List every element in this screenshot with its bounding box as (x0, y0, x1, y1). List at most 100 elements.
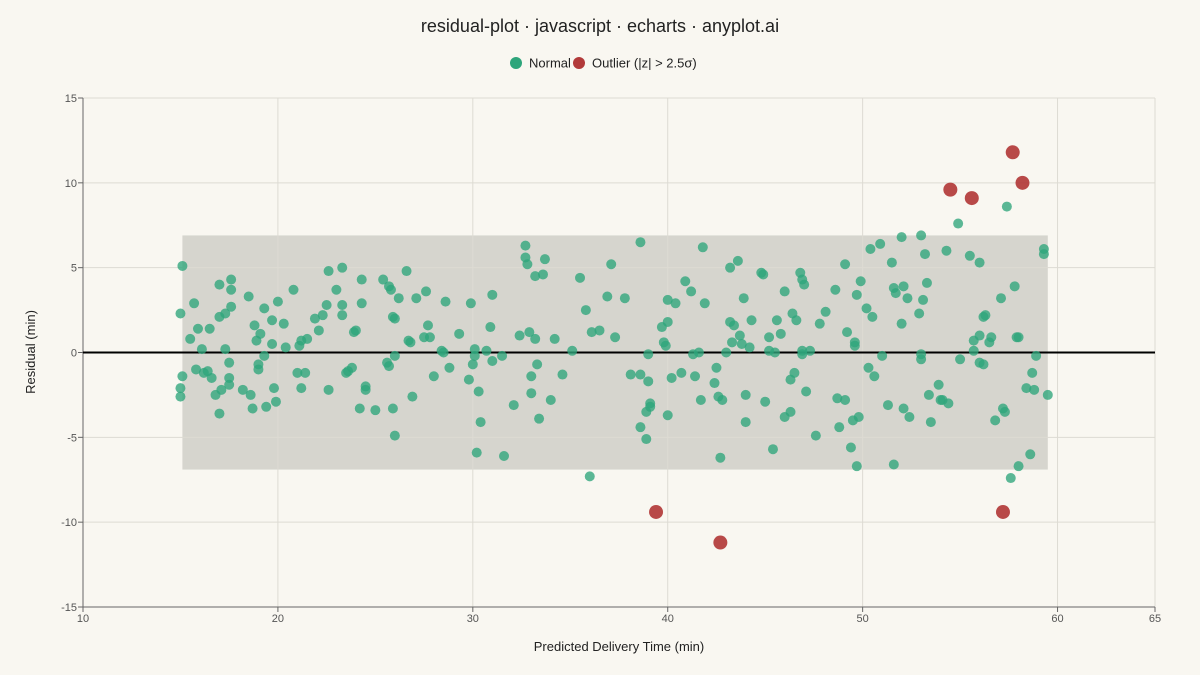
x-tick-label: 30 (467, 613, 479, 625)
normal-point (980, 310, 991, 321)
normal-point (356, 274, 367, 285)
normal-point (996, 293, 1007, 304)
normal-point (272, 296, 283, 307)
normal-point (791, 315, 802, 326)
normal-point (923, 389, 934, 400)
normal-point (259, 350, 270, 361)
normal-point (641, 434, 652, 445)
normal-point (717, 395, 728, 406)
normal-point (360, 384, 371, 395)
normal-point (356, 298, 367, 309)
normal-point (175, 383, 186, 394)
outlier-point (943, 182, 958, 197)
normal-point (842, 327, 853, 338)
y-tick-label: 5 (71, 263, 77, 275)
normal-point (497, 350, 508, 361)
normal-point (711, 362, 722, 373)
normal-point (744, 342, 755, 353)
normal-point (189, 298, 200, 309)
normal-point (775, 328, 786, 339)
normal-point (916, 354, 927, 365)
normal-point (986, 332, 997, 343)
normal-point (740, 389, 751, 400)
normal-point (606, 259, 617, 270)
normal-point (1005, 473, 1016, 484)
normal-point (898, 281, 909, 292)
normal-point (269, 383, 280, 394)
normal-point (797, 349, 808, 360)
normal-point (405, 337, 416, 348)
normal-point (309, 313, 320, 324)
normal-point (904, 411, 915, 422)
normal-point (526, 388, 537, 399)
normal-point (204, 323, 215, 334)
normal-point (758, 269, 769, 280)
normal-point (226, 301, 237, 312)
normal-point (662, 294, 673, 305)
normal-point (487, 289, 498, 300)
normal-point (771, 315, 782, 326)
legend: Normal Outlier (|z| > 2.5σ) (510, 56, 697, 71)
normal-point (896, 318, 907, 329)
normal-point (886, 257, 897, 268)
normal-point (740, 417, 751, 428)
normal-point (514, 330, 525, 341)
y-tick-label: 10 (65, 178, 77, 190)
normal-point (602, 291, 613, 302)
x-tick-label: 50 (857, 613, 869, 625)
normal-point (875, 238, 886, 249)
axes: -15 -10 -5 0 5 10 15 10 20 30 40 50 60 65 (61, 93, 1161, 625)
normal-point (978, 359, 989, 370)
normal-point (485, 322, 496, 333)
normal-point (243, 291, 254, 302)
normal-point (261, 401, 272, 412)
normal-point (247, 403, 258, 414)
normal-point (1027, 367, 1038, 378)
normal-point (424, 332, 435, 343)
normal-point (867, 311, 878, 322)
normal-point (586, 327, 597, 338)
normal-point (832, 393, 843, 404)
normal-point (662, 316, 673, 327)
normal-point (549, 333, 560, 344)
legend-normal-label: Normal (529, 56, 571, 71)
normal-point (896, 232, 907, 243)
normal-point (999, 406, 1010, 417)
normal-point (177, 260, 188, 271)
normal-point (760, 396, 771, 407)
normal-point (686, 286, 697, 297)
y-tick-label: -5 (67, 432, 77, 444)
y-tick-label: -10 (61, 517, 77, 529)
normal-point (840, 395, 851, 406)
normal-point (224, 357, 235, 368)
normal-point (914, 308, 925, 319)
normal-point (695, 395, 706, 406)
normal-point (378, 274, 389, 285)
normal-point (401, 266, 412, 277)
normal-point (693, 347, 704, 358)
normal-point (267, 339, 278, 350)
normal-point (974, 257, 985, 268)
normal-point (943, 398, 954, 409)
normal-point (444, 362, 455, 373)
normal-point (964, 250, 975, 261)
normal-point (323, 266, 334, 277)
normal-point (619, 293, 630, 304)
normal-point (799, 279, 810, 290)
normal-point (1042, 389, 1053, 400)
normal-point (845, 442, 856, 453)
normal-point (953, 218, 964, 229)
normal-point (869, 371, 880, 382)
normal-point (422, 320, 433, 331)
normal-point (666, 372, 677, 383)
legend-outlier-marker (573, 57, 585, 69)
normal-point (508, 400, 519, 411)
normal-point (214, 279, 225, 290)
x-tick-label: 10 (77, 613, 89, 625)
normal-point (317, 310, 328, 321)
normal-point (643, 376, 654, 387)
normal-point (625, 369, 636, 380)
normal-point (288, 284, 299, 295)
normal-point (890, 288, 901, 299)
normal-point (534, 413, 545, 424)
